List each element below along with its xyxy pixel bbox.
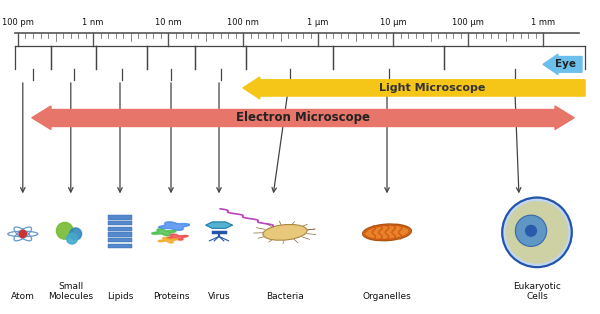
Text: 10 μm: 10 μm	[380, 18, 406, 27]
Text: Light Microscope: Light Microscope	[379, 83, 485, 93]
Ellipse shape	[70, 228, 82, 240]
Polygon shape	[151, 229, 176, 236]
FancyArrow shape	[243, 77, 585, 99]
Text: 100 pm: 100 pm	[2, 18, 34, 27]
Ellipse shape	[67, 233, 77, 244]
Text: 1 nm: 1 nm	[82, 18, 104, 27]
Polygon shape	[166, 234, 188, 240]
Ellipse shape	[56, 222, 73, 239]
Text: 100 nm: 100 nm	[227, 18, 259, 27]
Ellipse shape	[362, 224, 412, 241]
FancyBboxPatch shape	[51, 109, 555, 126]
FancyArrow shape	[32, 106, 51, 129]
FancyBboxPatch shape	[108, 244, 132, 248]
Text: Atom: Atom	[11, 292, 35, 301]
Text: 100 μm: 100 μm	[452, 18, 484, 27]
Text: Organelles: Organelles	[362, 292, 412, 301]
Text: 1 μm: 1 μm	[307, 18, 329, 27]
FancyBboxPatch shape	[108, 221, 132, 225]
Text: Bacteria: Bacteria	[266, 292, 304, 301]
FancyArrow shape	[555, 106, 574, 129]
Text: Eye: Eye	[556, 59, 577, 69]
Text: Virus: Virus	[208, 292, 230, 301]
Text: Proteins: Proteins	[153, 292, 189, 301]
FancyBboxPatch shape	[108, 232, 132, 237]
Text: 1 mm: 1 mm	[531, 18, 555, 27]
Ellipse shape	[263, 225, 307, 240]
Text: Eukaryotic
Cells: Eukaryotic Cells	[513, 282, 561, 301]
Ellipse shape	[19, 230, 26, 237]
FancyBboxPatch shape	[108, 227, 132, 231]
FancyBboxPatch shape	[108, 215, 132, 220]
Polygon shape	[206, 222, 232, 228]
Polygon shape	[158, 222, 190, 230]
Polygon shape	[158, 237, 178, 243]
Ellipse shape	[506, 201, 568, 264]
Ellipse shape	[502, 198, 572, 267]
Ellipse shape	[525, 225, 537, 237]
Text: Lipids: Lipids	[107, 292, 133, 301]
Text: 10 nm: 10 nm	[155, 18, 181, 27]
Ellipse shape	[515, 215, 547, 246]
Text: Electron Microscope: Electron Microscope	[236, 111, 370, 124]
FancyArrow shape	[543, 54, 582, 74]
Text: Small
Molecules: Small Molecules	[48, 282, 94, 301]
FancyBboxPatch shape	[108, 238, 132, 242]
